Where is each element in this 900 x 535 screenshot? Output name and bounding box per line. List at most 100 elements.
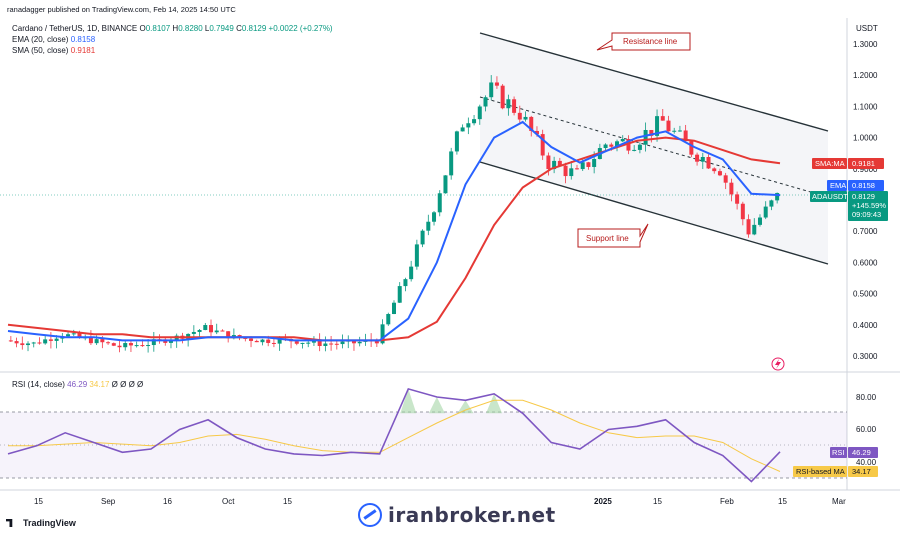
- alert-icon-circle: [771, 357, 785, 371]
- rsi-value-tag: RSI 46.29: [830, 447, 878, 458]
- ohlc-l: 0.7949: [209, 24, 234, 33]
- watermark-icon-arrow: [363, 509, 377, 520]
- candle-body: [717, 171, 722, 176]
- watermark: iranbroker.net: [358, 503, 556, 527]
- candle-body: [655, 116, 660, 136]
- candle-body: [311, 340, 316, 343]
- candle-body: [449, 151, 454, 176]
- time-label-15-oct: 15: [283, 497, 292, 506]
- candle-body: [683, 130, 688, 142]
- candle-body: [100, 339, 105, 343]
- candle-body: [386, 314, 391, 325]
- ohlc-change: +0.0022 (+0.27%): [268, 24, 333, 33]
- candle-body: [220, 330, 225, 332]
- rsi-ma-line: [8, 399, 781, 472]
- rsi-legend[interactable]: RSI (14, close) 46.29 34.17 Ø Ø Ø Ø: [12, 380, 143, 389]
- candle-body: [271, 342, 276, 344]
- ohlc-c: 0.8129: [241, 24, 267, 33]
- candle-body: [706, 156, 711, 169]
- resistance-line[interactable]: [479, 32, 829, 132]
- price-tick-label: 0.9000: [853, 165, 878, 174]
- candle-body: [609, 144, 614, 147]
- time-label-feb: Feb: [720, 497, 734, 506]
- rsi-ma-tag-value-bg: [848, 466, 878, 477]
- candle-body: [266, 339, 271, 343]
- candle-body: [615, 141, 620, 147]
- candle-body: [552, 160, 557, 170]
- candle-body: [557, 160, 562, 166]
- candle-body: [477, 106, 482, 120]
- candle-body: [26, 343, 31, 346]
- candle-body: [603, 144, 608, 149]
- candle-body: [203, 325, 208, 331]
- price-tick-label: 0.5000: [853, 290, 878, 299]
- candle-body: [500, 85, 505, 109]
- support-callout[interactable]: Support line: [577, 223, 649, 248]
- candle-body: [483, 97, 488, 107]
- candle-body: [48, 339, 53, 341]
- candle-body: [752, 224, 757, 235]
- candle-body: [643, 129, 648, 145]
- candle-body: [757, 217, 762, 225]
- candle-body: [37, 342, 42, 344]
- candle-body: [329, 343, 334, 345]
- ema-tag-label: EMA: [830, 181, 846, 190]
- candle-body: [323, 343, 328, 347]
- ema-legend[interactable]: EMA (20, close) 0.8158: [12, 35, 95, 44]
- sma-tag-label-bg: [812, 158, 847, 169]
- candle-body: [729, 182, 734, 195]
- candle-body: [209, 325, 214, 333]
- time-label-2025: 2025: [594, 497, 612, 506]
- candle-body: [443, 175, 448, 194]
- candle-body: [620, 138, 625, 142]
- symbol-name[interactable]: Cardano / TetherUS, 1D, BINANCE: [12, 24, 138, 33]
- resistance-callout-text: Resistance line: [623, 37, 678, 46]
- ema-legend-value: 0.8158: [70, 35, 96, 44]
- candle-body: [426, 221, 431, 231]
- candle-body: [700, 156, 705, 162]
- candle-body: [357, 341, 362, 344]
- ema-legend-label: EMA (20, close): [12, 35, 69, 44]
- candle-body: [88, 337, 93, 344]
- candle-body: [677, 130, 682, 132]
- time-label-oct: Oct: [222, 497, 235, 506]
- candle-body: [340, 341, 345, 345]
- candle-body: [43, 339, 48, 344]
- resistance-callout[interactable]: Resistance line: [596, 32, 691, 51]
- alert-icon-bolt: [775, 359, 781, 369]
- alert-icon[interactable]: [771, 357, 785, 371]
- candle-body: [254, 340, 259, 343]
- sma-tag-value: 0.9181: [852, 159, 875, 168]
- price-axis-currency: USDT: [856, 24, 878, 33]
- support-line[interactable]: [479, 161, 829, 265]
- price-tag-value: 0.8129: [852, 192, 875, 201]
- sma-legend-label: SMA (50, close): [12, 46, 69, 55]
- sma-legend[interactable]: SMA (50, close) 0.9181: [12, 46, 95, 55]
- candle-body: [695, 154, 700, 162]
- watermark-icon: [358, 503, 382, 527]
- candle-body: [277, 338, 282, 344]
- candle-body: [191, 331, 196, 334]
- time-label-mar: Mar: [832, 497, 846, 506]
- candle-body: [494, 82, 499, 86]
- candle-body: [523, 116, 528, 120]
- candle-body: [294, 341, 299, 344]
- candle-body: [517, 112, 522, 120]
- candle-body: [740, 203, 745, 220]
- rsi-ma-tag-label: RSI-based MA: [796, 467, 845, 476]
- candle-body: [512, 99, 517, 113]
- sma-tag-label: SMA:MA: [815, 159, 845, 168]
- candle-body: [489, 82, 494, 98]
- candle-body: [117, 345, 122, 348]
- rsi-tag-value-bg: [848, 447, 878, 458]
- candle-body: [592, 159, 597, 167]
- rsi-tick-80: 80.00: [856, 393, 877, 402]
- rsi-line: [7, 387, 781, 483]
- candle-body: [197, 330, 202, 332]
- candle-body: [534, 130, 539, 135]
- price-tick-label: 1.2000: [853, 71, 878, 80]
- candle-body: [666, 120, 671, 132]
- tradingview-logo[interactable]: TradingView: [6, 518, 76, 528]
- candle-body: [94, 339, 99, 344]
